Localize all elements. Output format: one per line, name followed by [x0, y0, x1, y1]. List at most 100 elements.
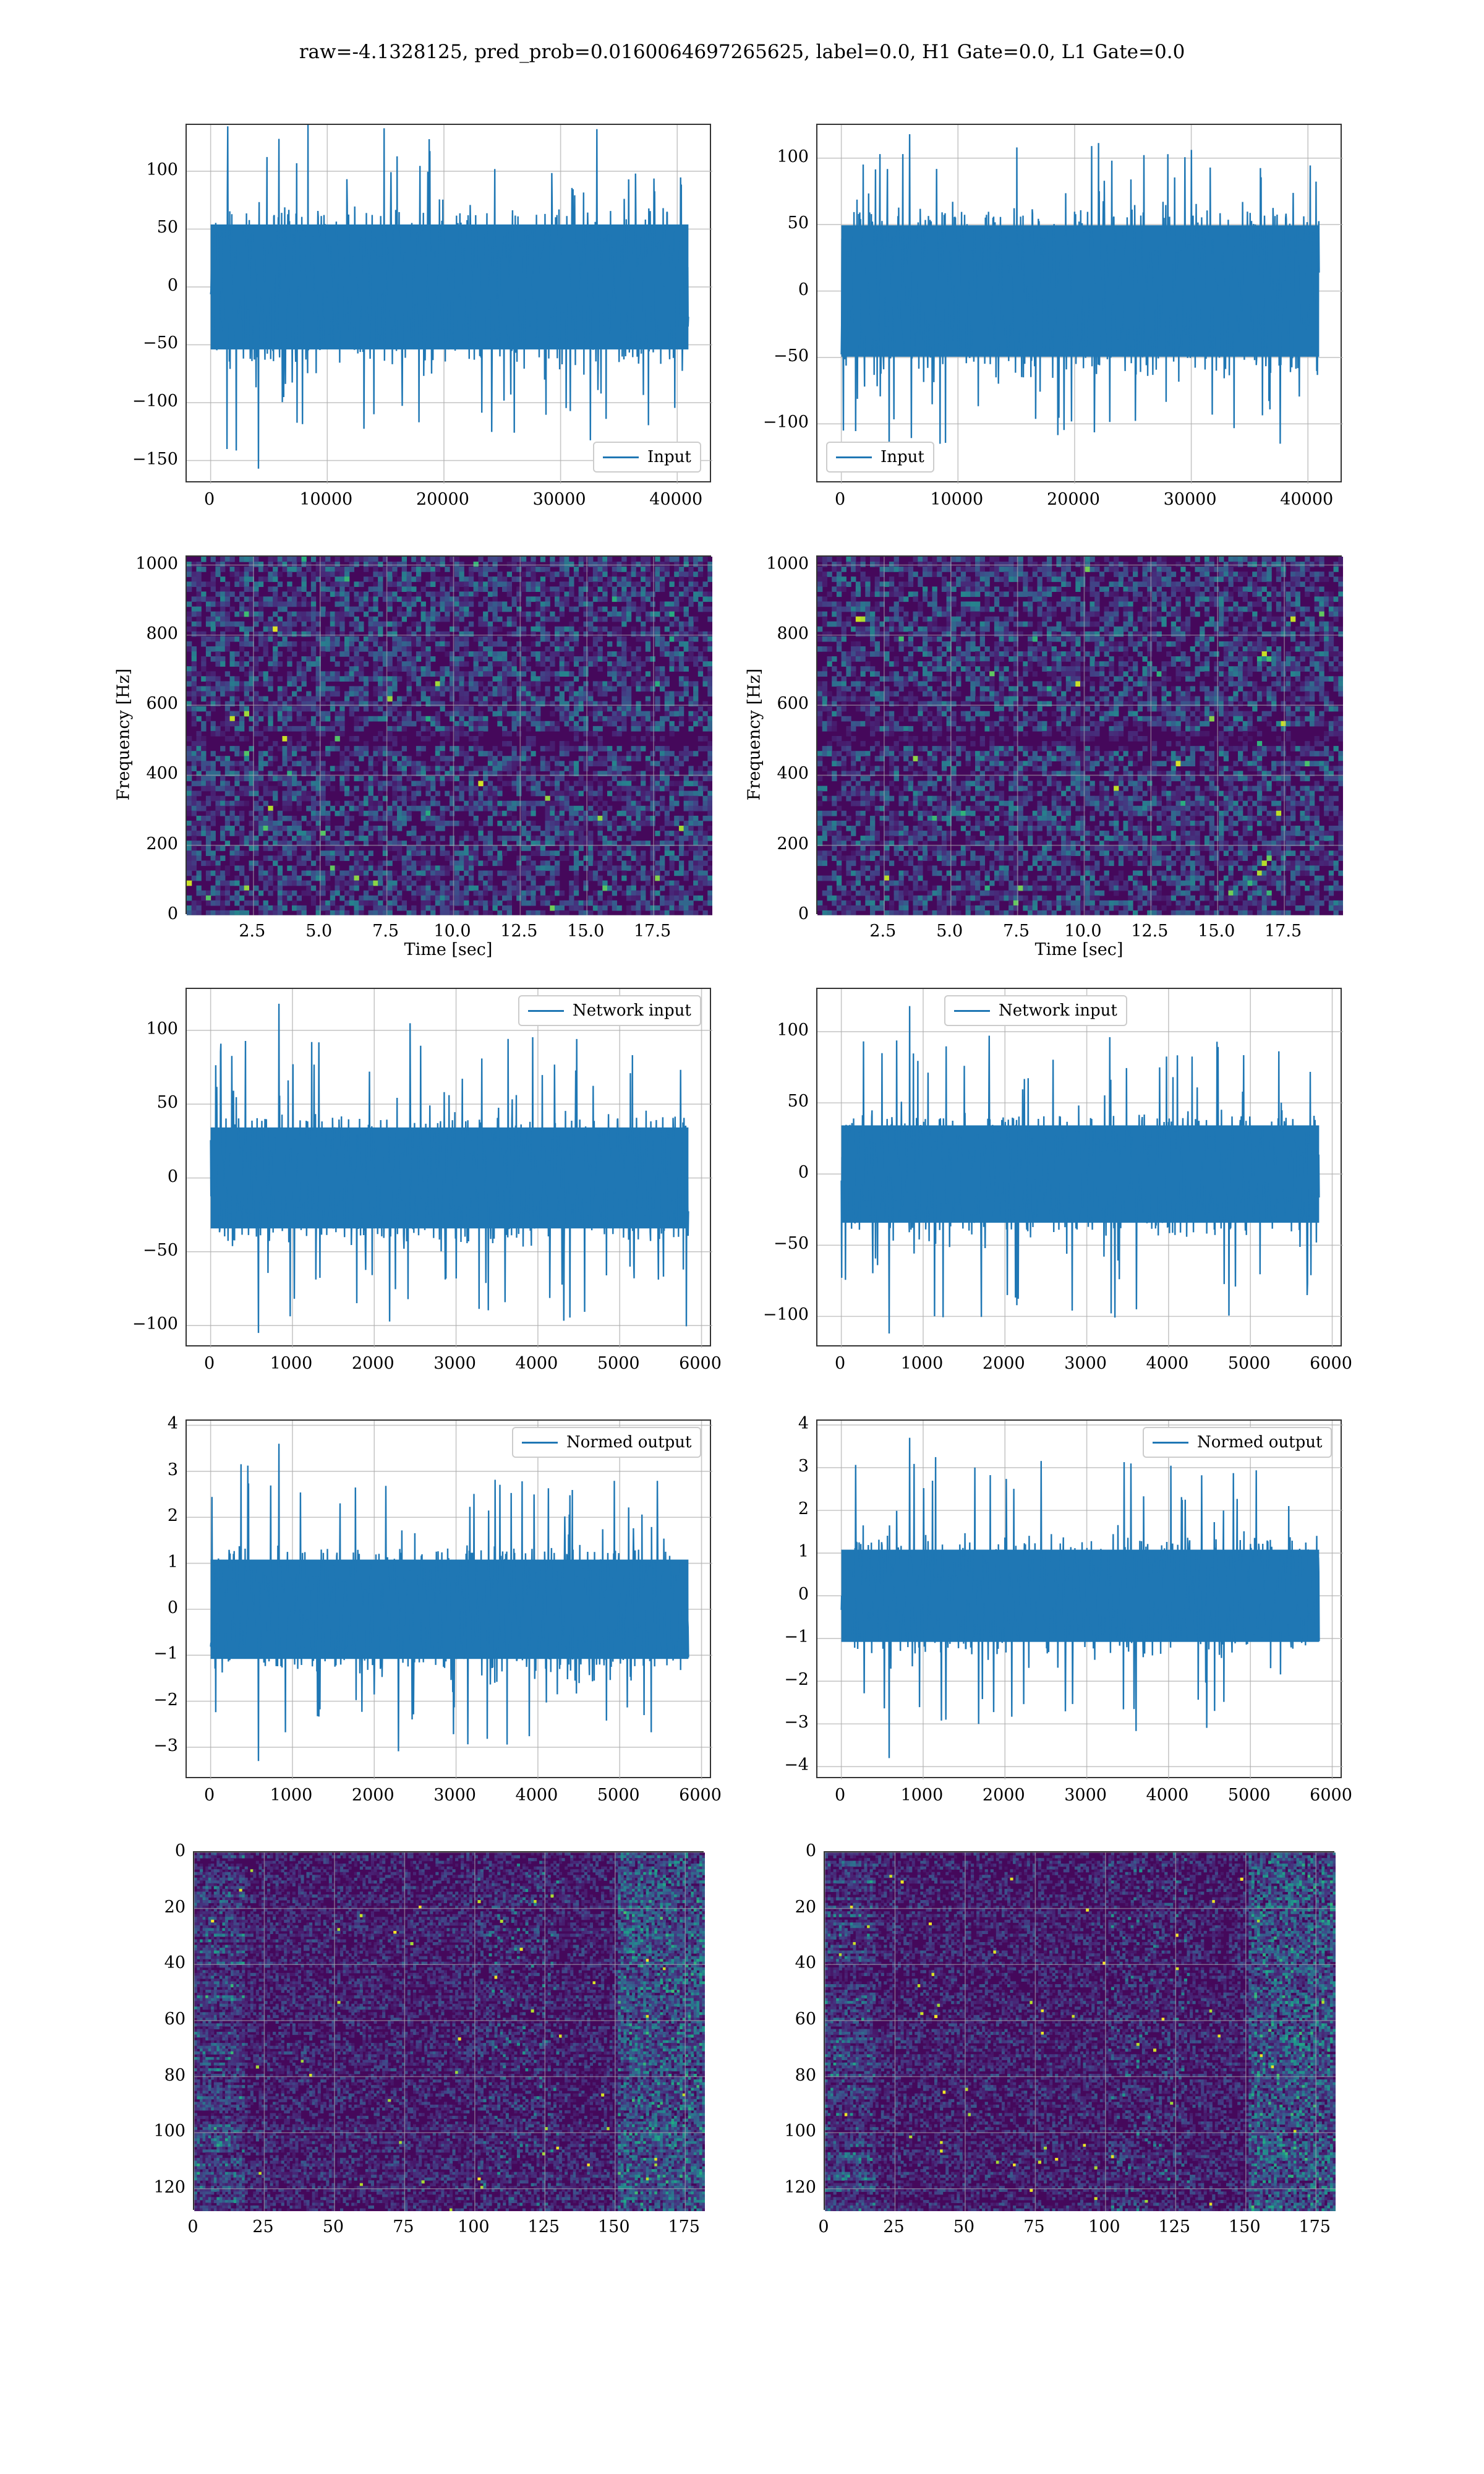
norm_h1-legend-swatch [522, 1441, 558, 1444]
network-input-l1-plot [816, 988, 1343, 1348]
net_h1-xtick-label-0: 0 [173, 1355, 247, 1372]
net_l1-legend-label: Network input [999, 1001, 1117, 1020]
norm_l1-ytick-label-8: 4 [736, 1415, 809, 1432]
input_l1-legend-swatch [836, 456, 872, 458]
net_h1-ytick-label-3: 50 [105, 1094, 178, 1111]
input_l1-ytick-label-0: −100 [736, 414, 809, 430]
feat_l1-xtick-label-5: 125 [1137, 2219, 1211, 2235]
spec_h1-ytick-label-3: 600 [105, 695, 178, 712]
norm_l1-xtick-label-4: 4000 [1130, 1787, 1205, 1804]
norm_h1-ytick-label-6: 3 [105, 1462, 178, 1478]
input_h1-xtick-label-1: 10000 [289, 491, 363, 508]
net_l1-xtick-label-3: 3000 [1049, 1355, 1123, 1372]
net_l1-ytick-label-4: 100 [736, 1022, 809, 1038]
spec_h1-ytick-label-1: 200 [105, 836, 178, 852]
net_h1-xtick-label-3: 3000 [418, 1355, 492, 1372]
input_l1-ytick-label-1: −50 [736, 348, 809, 364]
input_l1-xtick-label-2: 20000 [1036, 491, 1111, 508]
norm_h1-ytick-label-3: 0 [105, 1599, 178, 1616]
feat_l1-ytick-label-3: 60 [743, 2011, 816, 2027]
input_h1-xtick-label-4: 40000 [639, 491, 713, 508]
feat_l1-ytick-label-1: 20 [743, 1899, 816, 1915]
net_l1-xtick-label-1: 1000 [885, 1355, 959, 1372]
spec_h1-xtick-label-0: 2.5 [215, 923, 289, 940]
norm_h1-ytick-label-2: −1 [105, 1645, 178, 1662]
spec_l1-xtick-label-3: 10.0 [1046, 923, 1120, 940]
norm_l1-signal-line [840, 1437, 1320, 1758]
spec_l1-xlabel: Time [sec] [986, 941, 1172, 958]
spec_h1-xtick-label-5: 15.0 [548, 923, 623, 940]
feat_l1-cells [825, 1852, 1336, 2211]
input_h1-ytick-label-3: 0 [105, 277, 178, 294]
norm_h1-legend-label: Normed output [566, 1433, 691, 1452]
feat_h1-xtick-label-3: 75 [366, 2219, 440, 2235]
input_h1-ytick-label-1: −100 [105, 393, 178, 409]
input_l1-legend: Input [826, 442, 934, 473]
input_h1-xtick-label-0: 0 [173, 491, 247, 508]
norm_l1-xtick-label-0: 0 [803, 1787, 877, 1804]
norm_h1-ytick-label-0: −3 [105, 1737, 178, 1754]
spec_h1-xtick-label-3: 10.0 [415, 923, 489, 940]
norm_h1-xtick-label-1: 1000 [254, 1787, 328, 1804]
net_h1-legend: Network input [518, 995, 701, 1026]
input_h1-ytick-label-4: 50 [105, 219, 178, 236]
input_h1-xtick-label-3: 30000 [522, 491, 597, 508]
input_h1-signal-line [210, 125, 689, 469]
spec_l1-ytick-label-0: 0 [736, 905, 809, 922]
feat_h1-xtick-label-2: 50 [296, 2219, 370, 2235]
spec_h1-xtick-label-6: 17.5 [615, 923, 689, 940]
input_h1-legend-label: Input [647, 448, 691, 466]
norm_l1-svg [817, 1421, 1343, 1779]
net_l1-ytick-label-3: 50 [736, 1093, 809, 1110]
norm_h1-ytick-label-4: 1 [105, 1554, 178, 1570]
spec_h1-xtick-label-1: 5.0 [282, 923, 356, 940]
net_l1-svg [817, 989, 1343, 1348]
norm_h1-ytick-label-5: 2 [105, 1507, 178, 1524]
net_h1-legend-swatch [528, 1009, 564, 1012]
norm_l1-legend: Normed output [1143, 1427, 1333, 1458]
norm_h1-xtick-label-4: 4000 [500, 1787, 574, 1804]
norm_h1-xtick-label-0: 0 [173, 1787, 247, 1804]
spec_l1-xtick-label-1: 5.0 [913, 923, 987, 940]
input_l1-ytick-label-4: 100 [736, 148, 809, 165]
input_l1-svg [817, 125, 1343, 484]
feature-map-h1-plot [193, 1851, 705, 2211]
feat_h1-ytick-label-0: 0 [113, 1843, 186, 1859]
spectrogram-l1-plot [816, 555, 1343, 915]
feat_l1-xtick-label-3: 75 [997, 2219, 1071, 2235]
input-h1-plot [186, 124, 712, 484]
spec_l1-ylabel: Frequency [Hz] [745, 654, 764, 815]
normed-output-l1-plot [816, 1419, 1343, 1779]
net_h1-ytick-label-0: −100 [105, 1316, 178, 1332]
norm_h1-ytick-label-1: −2 [105, 1692, 178, 1708]
input_l1-xtick-label-0: 0 [803, 491, 877, 508]
norm_l1-xtick-label-1: 1000 [885, 1787, 959, 1804]
spec_h1-ylabel: Frequency [Hz] [114, 654, 134, 815]
norm_l1-legend-label: Normed output [1197, 1433, 1322, 1452]
feat_l1-xtick-label-2: 50 [927, 2219, 1001, 2235]
norm_l1-ytick-label-2: −2 [736, 1671, 809, 1688]
feat_h1-xtick-label-7: 175 [647, 2219, 721, 2235]
feat_l1-xtick-label-4: 100 [1067, 2219, 1141, 2235]
feat_h1-xtick-label-5: 125 [506, 2219, 581, 2235]
feat_h1-svg [194, 1852, 705, 2211]
norm_h1-xtick-label-3: 3000 [418, 1787, 492, 1804]
input_h1-legend-swatch [603, 456, 639, 458]
feat_l1-xtick-label-6: 150 [1208, 2219, 1282, 2235]
input_l1-xtick-label-3: 30000 [1153, 491, 1227, 508]
net_l1-ytick-label-0: −100 [736, 1306, 809, 1323]
net_h1-xtick-label-4: 4000 [500, 1355, 574, 1372]
feat_h1-ytick-label-1: 20 [113, 1899, 186, 1915]
norm_l1-ytick-label-0: −4 [736, 1757, 809, 1773]
norm_h1-xtick-label-6: 6000 [663, 1787, 738, 1804]
net_l1-xtick-label-5: 5000 [1212, 1355, 1286, 1372]
net_h1-legend-label: Network input [573, 1001, 691, 1020]
norm_h1-xtick-label-5: 5000 [581, 1787, 655, 1804]
spec_l1-ytick-label-1: 200 [736, 836, 809, 852]
feat_h1-ytick-label-3: 60 [113, 2011, 186, 2027]
input_l1-signal-line [840, 134, 1320, 467]
feat_h1-ytick-label-2: 40 [113, 1954, 186, 1971]
feat_h1-ytick-label-5: 100 [113, 2123, 186, 2139]
spec_l1-xtick-label-0: 2.5 [846, 923, 920, 940]
feat_l1-ytick-label-4: 80 [743, 2067, 816, 2084]
